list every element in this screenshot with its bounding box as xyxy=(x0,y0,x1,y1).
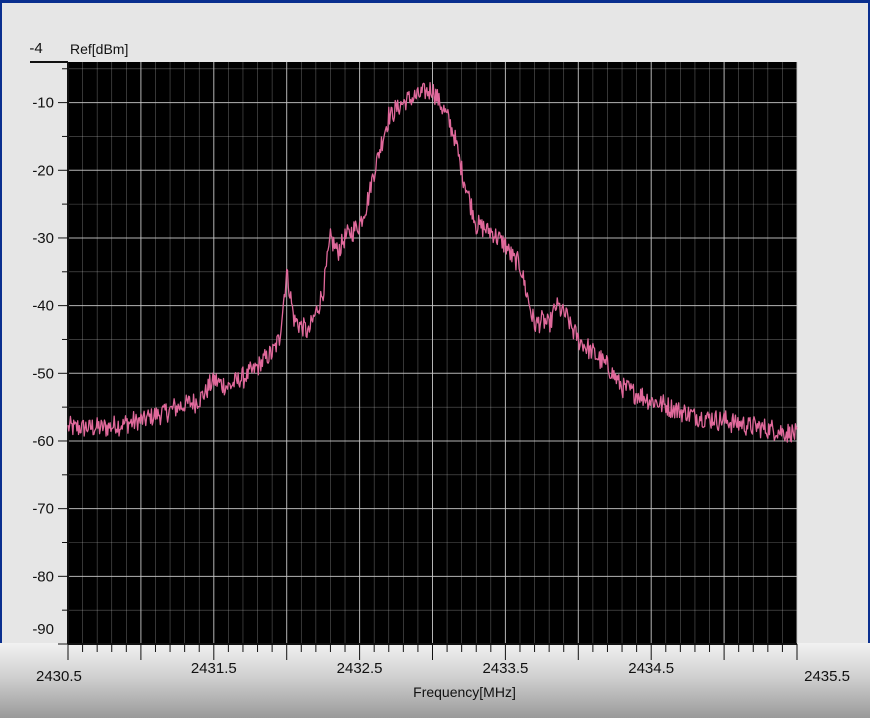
x-tick-label: 2435.5 xyxy=(804,668,850,685)
window-right-border xyxy=(868,3,870,643)
window-top-border xyxy=(0,0,870,3)
x-tick-label: 2433.5 xyxy=(482,660,528,677)
grid-lines xyxy=(67,62,798,644)
y-tick-label: -70 xyxy=(32,501,54,518)
y-tick-label: -80 xyxy=(32,568,54,585)
x-tick-label: 2430.5 xyxy=(36,668,82,685)
ref-label: Ref[dBm] xyxy=(70,41,128,57)
y-tick-label: -10 xyxy=(32,95,54,112)
y-tick-label: -20 xyxy=(32,162,54,179)
axes xyxy=(30,61,798,660)
y-tick-label: -40 xyxy=(32,298,54,315)
spectrum-trace xyxy=(67,81,798,443)
axis-labels: -10 -20 -30 -40 -50 -60 -70 -80 -90 2430.5 2431.5 2… xyxy=(29,40,850,700)
x-tick-label: 2432.5 xyxy=(337,660,383,677)
x-axis-label: Frequency[MHz] xyxy=(413,684,516,700)
y-tick-label: -30 xyxy=(32,230,54,247)
y-tick-label: -60 xyxy=(32,433,54,450)
ref-value: -4 xyxy=(29,40,42,57)
bottom-gradient-band xyxy=(0,643,870,718)
window-left-border xyxy=(0,3,2,643)
y-tick-label: -50 xyxy=(32,365,54,382)
x-tick-label: 2431.5 xyxy=(191,660,237,677)
spectrum-trace-line xyxy=(67,81,798,443)
y-tick-label: -90 xyxy=(32,621,54,638)
x-tick-label: 2434.5 xyxy=(628,660,674,677)
